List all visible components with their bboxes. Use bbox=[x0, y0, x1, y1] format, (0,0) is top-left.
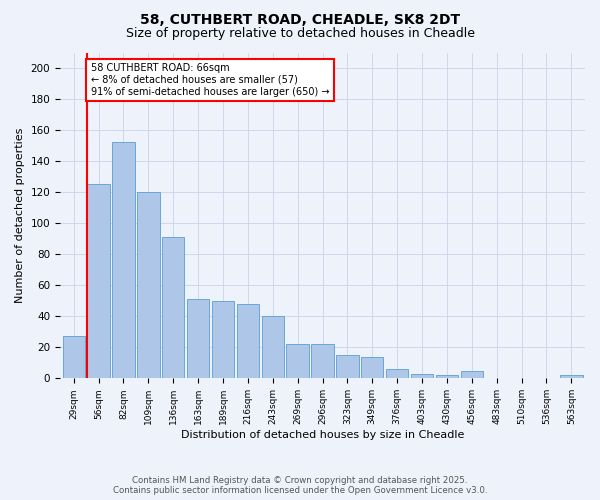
Bar bbox=[162, 237, 184, 378]
Text: 58, CUTHBERT ROAD, CHEADLE, SK8 2DT: 58, CUTHBERT ROAD, CHEADLE, SK8 2DT bbox=[140, 12, 460, 26]
Bar bbox=[62, 336, 85, 378]
Bar bbox=[461, 370, 483, 378]
Bar bbox=[212, 301, 234, 378]
Bar bbox=[361, 356, 383, 378]
Bar bbox=[88, 184, 110, 378]
Text: Contains HM Land Registry data © Crown copyright and database right 2025.
Contai: Contains HM Land Registry data © Crown c… bbox=[113, 476, 487, 495]
Bar bbox=[436, 375, 458, 378]
X-axis label: Distribution of detached houses by size in Cheadle: Distribution of detached houses by size … bbox=[181, 430, 464, 440]
Y-axis label: Number of detached properties: Number of detached properties bbox=[15, 128, 25, 303]
Bar bbox=[311, 344, 334, 378]
Bar bbox=[112, 142, 134, 378]
Text: 58 CUTHBERT ROAD: 66sqm
← 8% of detached houses are smaller (57)
91% of semi-det: 58 CUTHBERT ROAD: 66sqm ← 8% of detached… bbox=[91, 64, 329, 96]
Bar bbox=[137, 192, 160, 378]
Bar bbox=[236, 304, 259, 378]
Bar bbox=[286, 344, 309, 378]
Bar bbox=[336, 355, 359, 378]
Bar bbox=[187, 299, 209, 378]
Bar bbox=[262, 316, 284, 378]
Text: Size of property relative to detached houses in Cheadle: Size of property relative to detached ho… bbox=[125, 28, 475, 40]
Bar bbox=[386, 369, 409, 378]
Bar bbox=[560, 375, 583, 378]
Bar bbox=[411, 374, 433, 378]
